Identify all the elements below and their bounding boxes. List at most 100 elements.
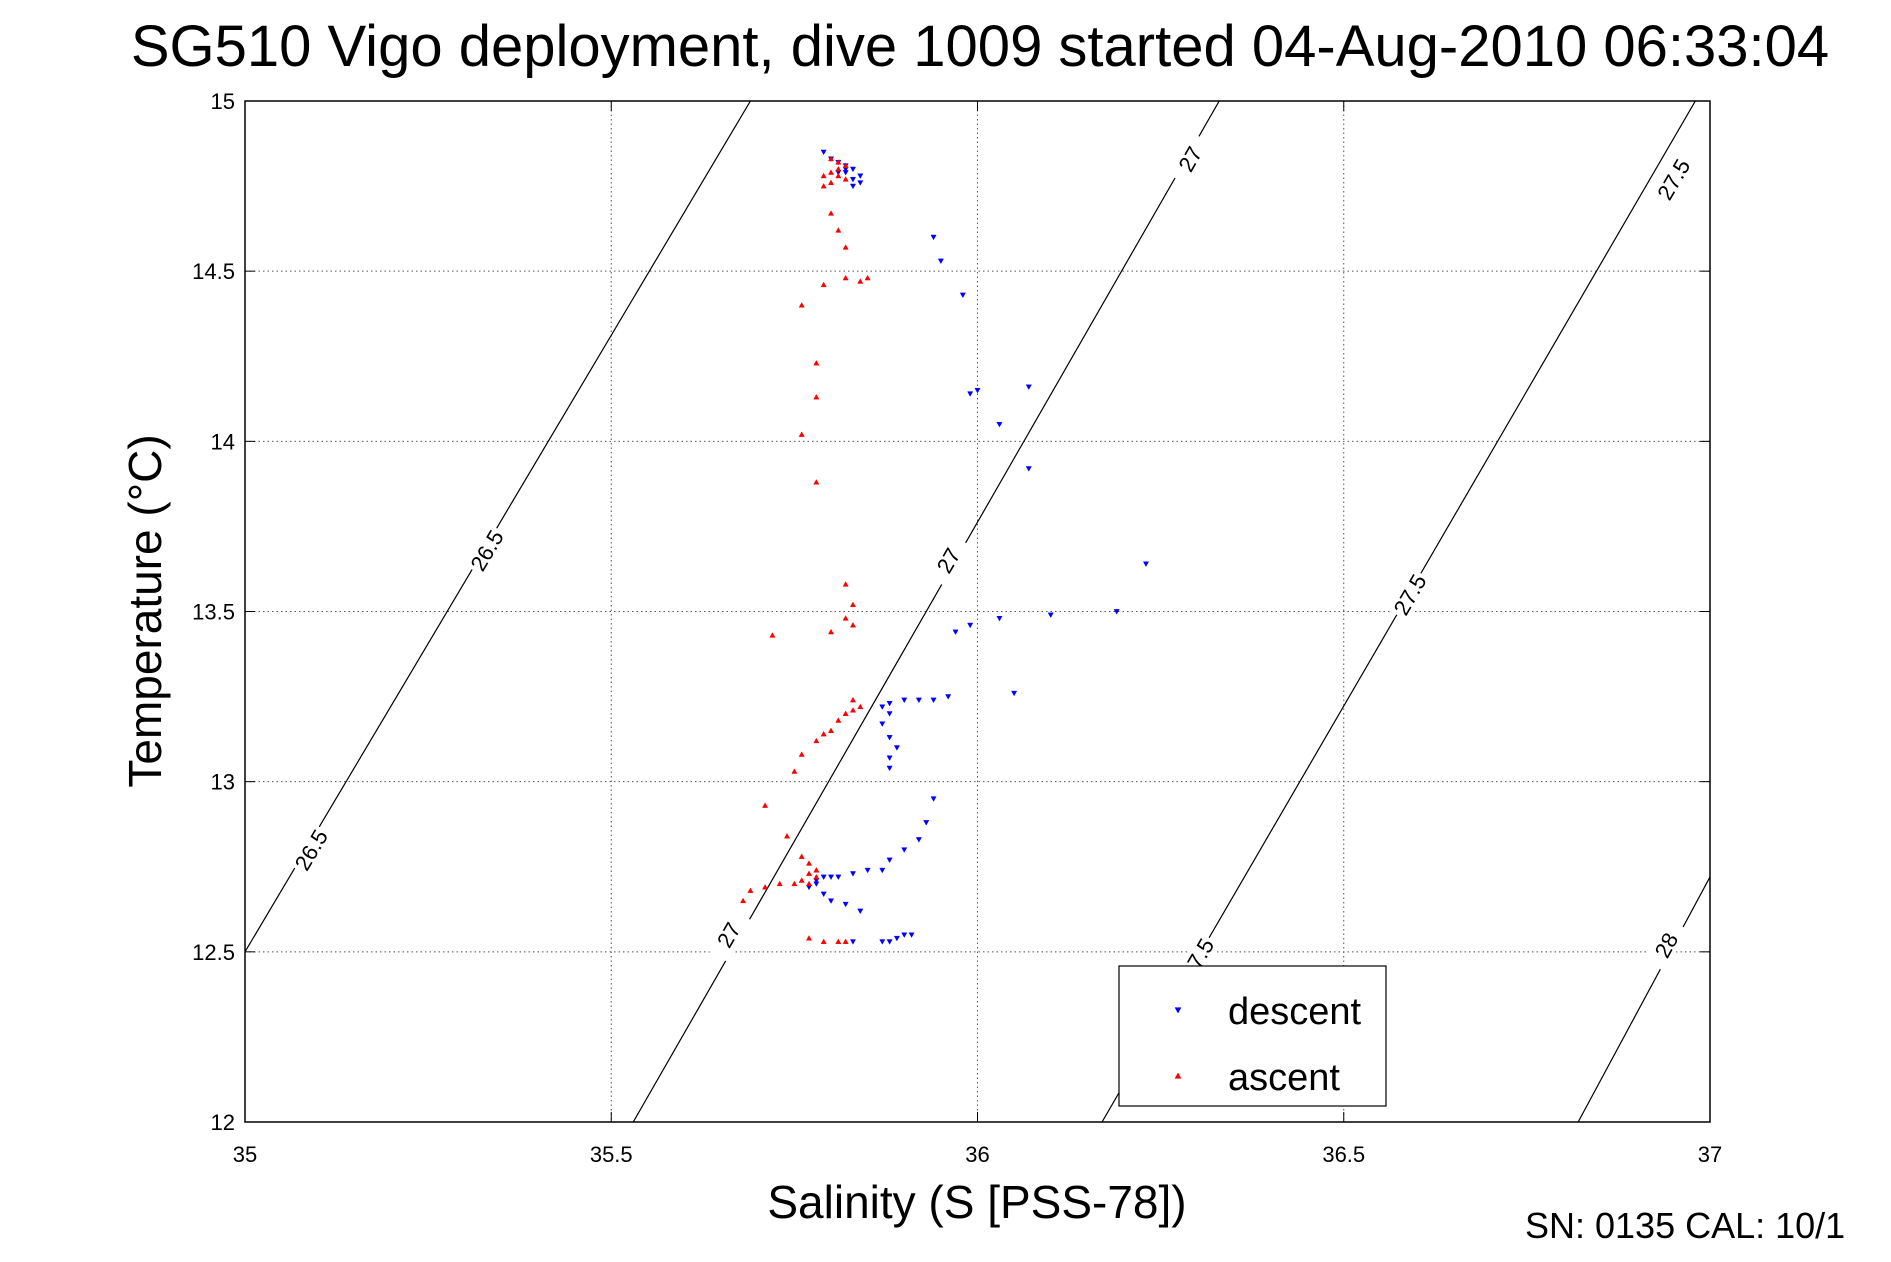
x-tick-label: 35.5 <box>590 1142 633 1167</box>
descent-point <box>937 258 944 265</box>
legend-marker-ascent <box>1174 1072 1182 1079</box>
data-points <box>740 149 1149 945</box>
descent-point <box>952 629 959 636</box>
x-tick-label: 36 <box>965 1142 989 1167</box>
ascent-point <box>842 162 849 168</box>
descent-point <box>901 932 908 938</box>
ascent-point <box>835 938 842 944</box>
contour-label-gap <box>288 822 334 877</box>
ascent-point <box>791 768 798 774</box>
descent-point <box>915 837 922 843</box>
ascent-point <box>864 274 871 281</box>
descent-point <box>857 908 864 915</box>
ascent-point <box>827 179 835 186</box>
contour-label-gap <box>1387 567 1433 622</box>
ascent-point <box>813 479 820 485</box>
descent-point <box>886 711 893 717</box>
descent-point <box>879 704 886 710</box>
chart-title: SG510 Vigo deployment, dive 1009 started… <box>131 14 1829 79</box>
descent-point <box>930 234 937 241</box>
ascent-point <box>835 159 842 165</box>
descent-point <box>967 622 974 629</box>
descent-point <box>864 867 871 874</box>
ascent-point <box>835 717 842 723</box>
ascent-point <box>806 880 813 887</box>
descent-point <box>820 874 827 881</box>
ascent-point <box>827 628 835 635</box>
descent-point <box>1142 561 1149 567</box>
descent-point <box>915 697 922 704</box>
y-tick-label: 15 <box>211 89 235 114</box>
contour-label-gap <box>1650 152 1696 207</box>
descent-point <box>842 901 849 908</box>
ascent-point <box>835 227 842 233</box>
legend-marker-descent <box>1174 1007 1182 1014</box>
descent-point <box>827 898 835 904</box>
ascent-point <box>849 707 856 713</box>
descent-point <box>849 871 856 877</box>
grid-layer <box>245 101 1710 1122</box>
ascent-point <box>849 601 856 608</box>
ascent-point <box>842 938 849 944</box>
descent-point <box>908 932 915 938</box>
ascent-point <box>791 880 798 887</box>
descent-point <box>893 745 900 751</box>
y-tick-label: 14 <box>211 429 235 454</box>
descent-point <box>813 881 820 887</box>
ascent-point <box>798 853 805 859</box>
x-tick-label: 35 <box>233 1142 257 1167</box>
ascent-point <box>842 176 849 182</box>
descent-point <box>886 701 893 707</box>
y-axis-label: Temperature (°C) <box>119 434 171 787</box>
descent-point <box>849 183 856 190</box>
contour-line-28 <box>1577 876 1710 1122</box>
descent-point <box>1025 466 1032 472</box>
ascent-point <box>827 727 835 733</box>
descent-point <box>945 694 952 700</box>
contour-label-gap <box>464 523 510 578</box>
ascent-point <box>842 244 849 250</box>
ascent-point <box>827 155 835 162</box>
ascent-point <box>849 621 856 628</box>
ascent-point <box>820 938 827 944</box>
descent-point <box>886 939 893 945</box>
ascent-point <box>842 274 849 281</box>
descent-point <box>849 176 856 183</box>
descent-point <box>967 391 974 397</box>
ascent-point <box>813 873 820 880</box>
descent-point <box>886 857 893 864</box>
descent-point <box>1025 384 1032 390</box>
descent-point <box>879 721 886 727</box>
ascent-point <box>798 302 805 308</box>
descent-point <box>996 421 1003 428</box>
ascent-point <box>857 703 864 710</box>
ascent-point <box>798 431 805 437</box>
ascent-point <box>798 751 805 757</box>
descent-point <box>893 935 900 942</box>
ascent-point <box>835 172 842 179</box>
ascent-point <box>849 696 856 703</box>
descent-point <box>901 697 908 704</box>
ascent-point <box>827 169 835 175</box>
x-tick-label: 37 <box>1698 1142 1722 1167</box>
descent-point <box>820 891 827 898</box>
ascent-point <box>813 867 820 873</box>
descent-point <box>1047 612 1054 619</box>
y-tick-label: 13.5 <box>192 600 235 625</box>
descent-point <box>886 765 893 772</box>
x-axis-label: Salinity (S [PSS-78]) <box>767 1176 1186 1228</box>
ascent-point <box>813 737 820 744</box>
legend: descent ascent <box>1118 965 1387 1107</box>
ascent-point <box>740 897 747 904</box>
ascent-point <box>806 870 813 876</box>
axis-ticks: 35 35.5 36 36.5 37 12 12.5 13 13.5 14 14.5 15 <box>192 89 1722 1167</box>
legend-label-ascent: ascent <box>1228 1057 1340 1099</box>
contour-label-gap <box>706 908 751 962</box>
ascent-point <box>820 281 827 288</box>
ascent-point <box>857 278 864 284</box>
ascent-point <box>842 581 849 587</box>
legend-label-descent: descent <box>1228 991 1362 1033</box>
legend-box <box>1118 965 1387 1107</box>
descent-point <box>835 874 842 881</box>
